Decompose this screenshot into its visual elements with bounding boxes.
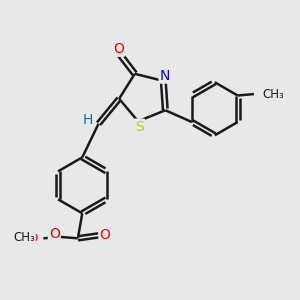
Text: CH₃: CH₃ xyxy=(262,88,284,100)
Text: O: O xyxy=(113,42,124,56)
Text: O: O xyxy=(49,227,60,241)
Text: N: N xyxy=(160,69,170,82)
Text: O: O xyxy=(100,228,110,242)
Text: O: O xyxy=(28,232,38,245)
Text: H: H xyxy=(82,113,92,127)
Text: CH₃: CH₃ xyxy=(14,231,35,244)
Text: S: S xyxy=(135,120,144,134)
